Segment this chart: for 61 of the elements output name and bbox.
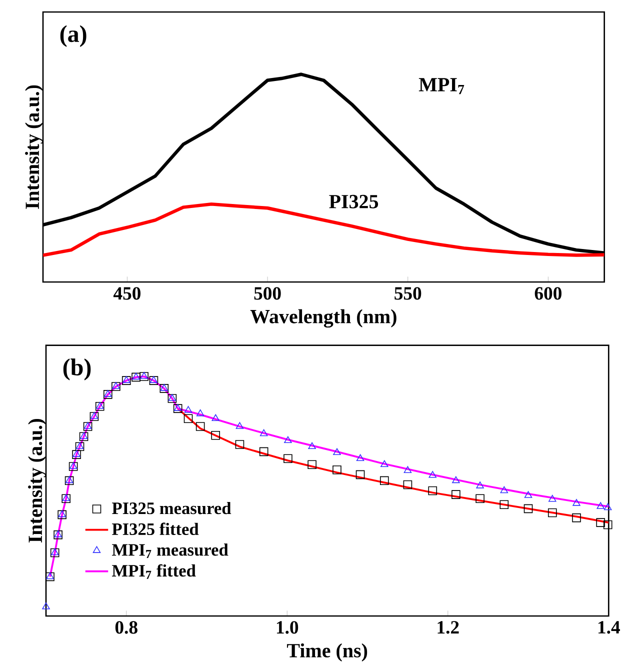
point (356, 470, 365, 480)
point (500, 486, 508, 494)
legend-label: PI325 measured (112, 502, 232, 514)
point (603, 520, 612, 530)
point (235, 440, 244, 449)
point (428, 470, 436, 478)
x-axis-title: Wavelength (nm) (250, 309, 396, 328)
point (596, 502, 604, 509)
point (184, 414, 193, 424)
x-axis-title: Time (ns) (286, 643, 368, 662)
point (332, 465, 342, 474)
point (42, 602, 50, 610)
y-axis-title: Intensity (a.u.) (28, 419, 46, 542)
point (524, 504, 533, 514)
legend-label: MPI$_{7}$ measured (112, 544, 228, 558)
x-tick-label: 500 (254, 287, 281, 300)
x-tick-label: 1.2 (438, 621, 459, 634)
point (184, 406, 192, 413)
point (524, 491, 532, 498)
point (476, 494, 484, 504)
x-tick-label: 450 (113, 287, 140, 300)
point (548, 508, 557, 518)
point (380, 460, 388, 468)
point (500, 500, 509, 510)
point (259, 447, 268, 456)
point (308, 460, 316, 470)
point (196, 409, 204, 416)
text: (a) (60, 25, 86, 47)
point (356, 454, 364, 462)
point (403, 480, 412, 490)
point (572, 499, 580, 506)
annotation: (b) (63, 358, 91, 380)
x-tick-label: 1.0 (276, 621, 298, 634)
point (284, 454, 292, 464)
point (211, 430, 220, 440)
point (333, 448, 341, 456)
point (596, 518, 606, 527)
point (308, 442, 316, 450)
series-label: PI325 (329, 194, 378, 208)
point (428, 486, 438, 496)
point (236, 422, 244, 429)
point (380, 476, 389, 486)
x-tick-label: 1.4 (598, 621, 620, 634)
text: MPI$_{7}$ (418, 78, 464, 94)
point (404, 466, 412, 473)
point (572, 513, 581, 522)
x-tick-label: 0.8 (115, 621, 138, 634)
point (604, 503, 612, 510)
x-tick-label: 550 (394, 287, 422, 300)
point (260, 429, 268, 436)
point (452, 490, 460, 499)
y-axis-title: Intensity (a.u.) (25, 85, 44, 209)
legend-label: PI325 fitted (112, 522, 199, 536)
point (196, 422, 205, 431)
point (548, 494, 556, 502)
point (452, 476, 460, 484)
legend-label: MPI$_{7}$ fitted (112, 564, 196, 579)
point (284, 436, 292, 444)
point (476, 482, 484, 488)
x-tick-label: 600 (534, 287, 562, 300)
point (212, 414, 220, 422)
